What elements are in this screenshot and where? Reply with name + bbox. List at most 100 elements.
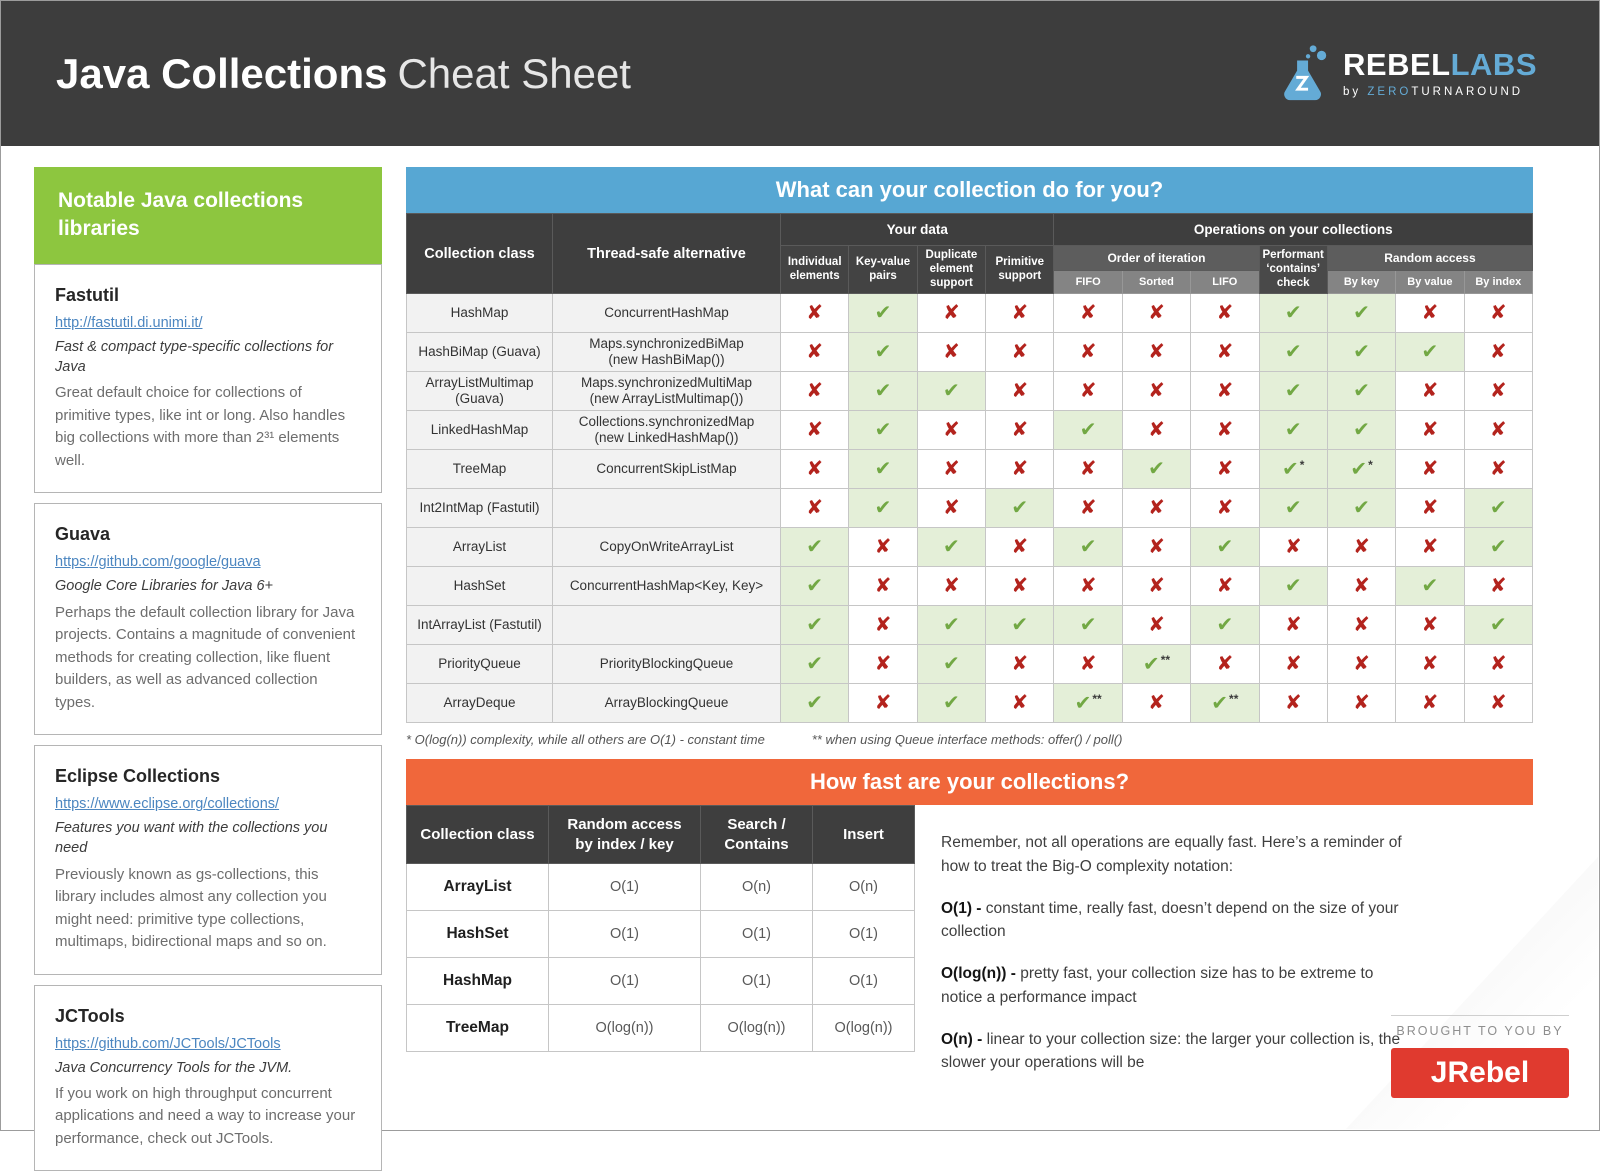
matrix-row: HashBiMap (Guava) Maps.synchronizedBiMap … <box>406 332 1534 373</box>
cross-icon: ✘ <box>985 566 1055 607</box>
check-icon: ✔* <box>1258 449 1328 490</box>
cross-icon: ✘ <box>985 332 1055 373</box>
cross-icon: ✘ <box>1326 683 1397 724</box>
col-header-performant-contains: Performant ‘contains’ check <box>1258 244 1328 295</box>
check-icon: ✔ <box>1053 527 1123 568</box>
collection-class-cell: ArrayList <box>406 527 553 568</box>
check-icon: ✔ <box>848 410 918 451</box>
check-icon: ✔ <box>1053 605 1123 646</box>
check-icon: ✔ <box>916 605 987 646</box>
col-header-sorted: Sorted <box>1121 270 1192 295</box>
library-name: Guava <box>55 524 111 545</box>
footnote-marker: * <box>1368 458 1373 473</box>
library-description: Previously known as gs-collections, this… <box>55 865 327 951</box>
library-link[interactable]: https://www.eclipse.org/collections/ <box>55 796 280 813</box>
check-icon: ✔ <box>848 449 918 490</box>
col-header-fifo: FIFO <box>1053 270 1123 295</box>
big-o-note-log: O(log(n)) - pretty fast, your collection… <box>941 962 1409 1009</box>
cross-icon: ✘ <box>1190 410 1260 451</box>
collection-class-cell: HashMap <box>406 293 553 334</box>
cross-icon: ✘ <box>779 488 850 529</box>
cross-icon: ✘ <box>1121 332 1192 373</box>
speed-row: HashSet O(1) O(1) O(1) <box>406 910 915 959</box>
speed-table: Collection class Random access by index … <box>406 805 915 1053</box>
matrix-row: HashMap ConcurrentHashMap ✘ ✔ ✘ ✘ ✘ ✘ ✘ ✔ ✔ ✘ ✘ <box>406 293 1534 334</box>
collection-class-cell: HashMap <box>406 957 549 1006</box>
cross-icon: ✘ <box>1463 371 1534 412</box>
cross-icon: ✘ <box>779 371 850 412</box>
cross-icon: ✘ <box>848 644 918 685</box>
cross-icon: ✘ <box>916 488 987 529</box>
check-icon: ✔** <box>1121 644 1192 685</box>
speed-row: ArrayList O(1) O(n) O(n) <box>406 863 915 912</box>
cross-icon: ✘ <box>1190 488 1260 529</box>
check-icon: ✔ <box>779 605 850 646</box>
check-icon: ✔ <box>1326 371 1397 412</box>
check-icon: ✔ <box>1258 371 1328 412</box>
thread-safe-cell: Collections.synchronizedMap (new LinkedH… <box>552 410 781 451</box>
collection-class-cell: IntArrayList (Fastutil) <box>406 605 553 646</box>
cross-icon: ✘ <box>1395 527 1465 568</box>
cross-icon: ✘ <box>1326 566 1397 607</box>
big-o-term: O(n) - <box>941 1030 983 1048</box>
library-section: Guava https://github.com/google/guava Go… <box>34 503 382 736</box>
complexity-cell: O(n) <box>700 863 813 912</box>
check-icon: ✔ <box>1395 566 1465 607</box>
big-o-notes: Remember, not all operations are equally… <box>941 805 1409 1093</box>
cross-icon: ✘ <box>848 683 918 724</box>
collection-class-cell: LinkedHashMap <box>406 410 553 451</box>
cross-icon: ✘ <box>1121 683 1192 724</box>
check-icon: ✔ <box>985 488 1055 529</box>
thread-safe-cell: ConcurrentSkipListMap <box>552 449 781 490</box>
collection-class-cell: ArrayListMultimap (Guava) <box>406 371 553 412</box>
jrebel-logo: JRebel <box>1391 1048 1569 1098</box>
check-icon: ✔ <box>916 527 987 568</box>
complexity-cell: O(log(n)) <box>548 1004 701 1053</box>
library-tagline: Google Core Libraries for Java 6+ <box>55 578 274 595</box>
library-section: Eclipse Collections https://www.eclipse.… <box>34 745 382 975</box>
check-icon: ✔* <box>1326 449 1397 490</box>
speed-row: HashMap O(1) O(1) O(1) <box>406 957 915 1006</box>
cross-icon: ✘ <box>1121 527 1192 568</box>
thread-safe-cell: Maps.synchronizedMultiMap (new ArrayList… <box>552 371 781 412</box>
cross-icon: ✘ <box>1326 605 1397 646</box>
matrix-row: PriorityQueue PriorityBlockingQueue ✔ ✘ ✔ ✘ ✘ ✔… <box>406 644 1534 685</box>
brought-to-you-by-label: BROUGHT TO YOU BY <box>1391 1015 1569 1038</box>
cross-icon: ✘ <box>1053 332 1123 373</box>
speed-row: TreeMap O(log(n)) O(log(n)) O(log(n)) <box>406 1004 915 1053</box>
col-header-lifo: LIFO <box>1190 270 1260 295</box>
library-link[interactable]: https://github.com/JCTools/JCTools <box>55 1035 281 1052</box>
library-link[interactable]: http://fastutil.di.unimi.it/ <box>55 314 203 331</box>
col-header-primitive-support: Primitive support <box>985 244 1055 295</box>
col-header-by-value: By value <box>1395 270 1465 295</box>
complexity-cell: O(1) <box>700 957 813 1006</box>
collection-class-cell: HashBiMap (Guava) <box>406 332 553 373</box>
check-icon: ✔ <box>779 566 850 607</box>
cross-icon: ✘ <box>1053 371 1123 412</box>
check-icon: ✔** <box>1190 683 1260 724</box>
cross-icon: ✘ <box>1190 293 1260 334</box>
check-icon: ✔ <box>1326 488 1397 529</box>
matrix-body: HashMap ConcurrentHashMap ✘ ✔ ✘ ✘ ✘ ✘ ✘ ✔ ✔ ✘ ✘ HashB… <box>406 293 1534 724</box>
cross-icon: ✘ <box>985 644 1055 685</box>
check-icon: ✔ <box>779 683 850 724</box>
cross-icon: ✘ <box>1258 683 1328 724</box>
collection-class-cell: TreeMap <box>406 1004 549 1053</box>
library-name: Fastutil <box>55 284 120 305</box>
page-title-bold: Java Collections <box>56 49 388 97</box>
complexity-cell: O(n) <box>812 863 915 912</box>
cross-icon: ✘ <box>916 449 987 490</box>
cross-icon: ✘ <box>1395 293 1465 334</box>
big-o-term: O(log(n)) - <box>941 965 1016 983</box>
library-link[interactable]: https://github.com/google/guava <box>55 554 261 571</box>
sidebar-title: Notable Java collections libraries <box>34 167 382 264</box>
big-o-note-linear: O(n) - linear to your collection size: t… <box>941 1028 1409 1075</box>
col-header-key-value-pairs: Key-value pairs <box>848 244 918 295</box>
check-icon: ✔ <box>848 332 918 373</box>
thread-safe-cell <box>552 488 781 529</box>
cross-icon: ✘ <box>1463 566 1534 607</box>
check-icon: ✔ <box>848 293 918 334</box>
check-icon: ✔ <box>1463 605 1534 646</box>
footnote-queue-methods: ** when using Queue interface methods: o… <box>811 732 1123 748</box>
cross-icon: ✘ <box>1395 644 1465 685</box>
